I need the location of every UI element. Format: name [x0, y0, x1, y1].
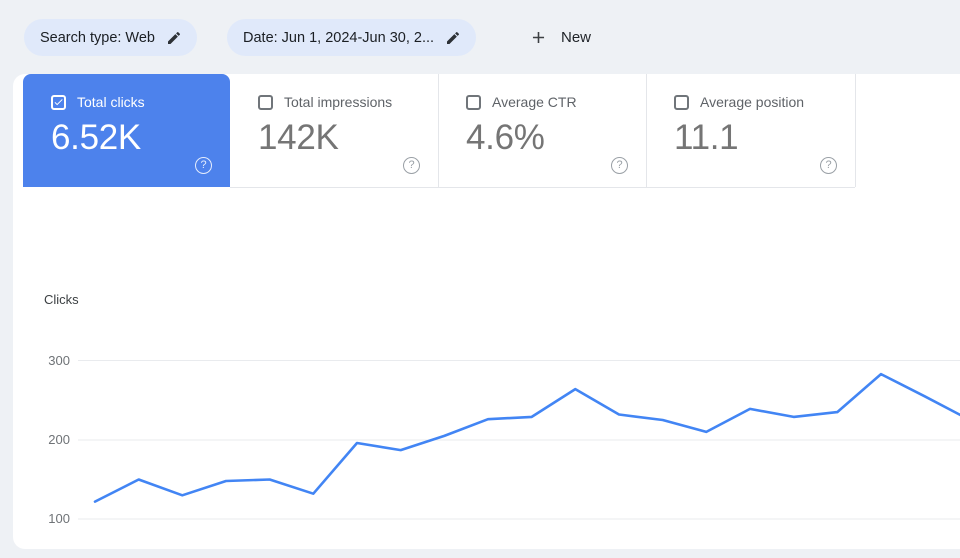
clicks-line-chart[interactable]: Clicks 01002003006/1/246/4/246/7/246/10/…	[13, 188, 960, 549]
metric-card-total-impressions[interactable]: Total impressions 142K ?	[230, 74, 438, 187]
metric-card-value: 142K	[258, 118, 339, 157]
filter-bar: Search type: Web Date: Jun 1, 2024-Jun 3…	[0, 0, 960, 74]
chart-plot-area[interactable]	[78, 354, 960, 558]
date-range-chip[interactable]: Date: Jun 1, 2024-Jun 30, 2...	[227, 19, 477, 56]
search-type-chip-label: Search type: Web	[40, 29, 155, 46]
checkbox-checked-icon[interactable]	[51, 94, 66, 110]
metric-card-value: 11.1	[674, 118, 739, 157]
metric-card-header: Average position	[646, 74, 855, 110]
help-icon[interactable]: ?	[403, 157, 420, 174]
metric-card-average-ctr[interactable]: Average CTR 4.6% ?	[438, 74, 646, 187]
edit-pencil-icon[interactable]	[445, 30, 461, 46]
help-icon[interactable]: ?	[611, 157, 628, 174]
metric-card-total-clicks[interactable]: Total clicks 6.52K ?	[23, 74, 230, 187]
metric-card-label: Average position	[700, 94, 805, 110]
checkbox-unchecked-icon[interactable]	[258, 94, 273, 110]
new-filter-button[interactable]: New	[521, 19, 599, 56]
report-panel: Total clicks 6.52K ? Total impressions 1…	[13, 74, 960, 549]
metric-cards-row: Total clicks 6.52K ? Total impressions 1…	[13, 74, 960, 188]
metric-card-value: 6.52K	[51, 118, 141, 157]
metric-card-header: Average CTR	[438, 74, 646, 110]
metric-card-header: Total clicks	[23, 74, 230, 110]
y-axis-title: Clicks	[44, 292, 79, 307]
metric-card-header: Total impressions	[230, 74, 438, 110]
edit-pencil-icon[interactable]	[166, 30, 182, 46]
card-divider	[438, 74, 439, 187]
y-axis-tick-label: 200	[48, 431, 70, 447]
checkbox-unchecked-icon[interactable]	[674, 94, 689, 110]
card-divider	[646, 74, 647, 187]
card-divider	[855, 74, 856, 187]
metric-card-average-position[interactable]: Average position 11.1 ?	[646, 74, 855, 187]
metric-card-label: Total clicks	[77, 94, 145, 110]
new-button-label: New	[561, 29, 592, 46]
y-axis-tick-label: 300	[48, 352, 70, 368]
date-range-chip-label: Date: Jun 1, 2024-Jun 30, 2...	[243, 29, 435, 46]
metric-card-label: Total impressions	[284, 94, 393, 110]
metric-card-value: 4.6%	[466, 118, 545, 157]
plus-icon	[529, 28, 548, 47]
checkbox-unchecked-icon[interactable]	[466, 94, 481, 110]
help-icon[interactable]: ?	[820, 157, 837, 174]
help-icon[interactable]: ?	[195, 157, 212, 174]
metric-card-label: Average CTR	[492, 94, 577, 110]
search-type-chip[interactable]: Search type: Web	[24, 19, 197, 56]
y-axis-tick-label: 100	[48, 511, 70, 527]
cards-bottom-border	[230, 187, 855, 188]
